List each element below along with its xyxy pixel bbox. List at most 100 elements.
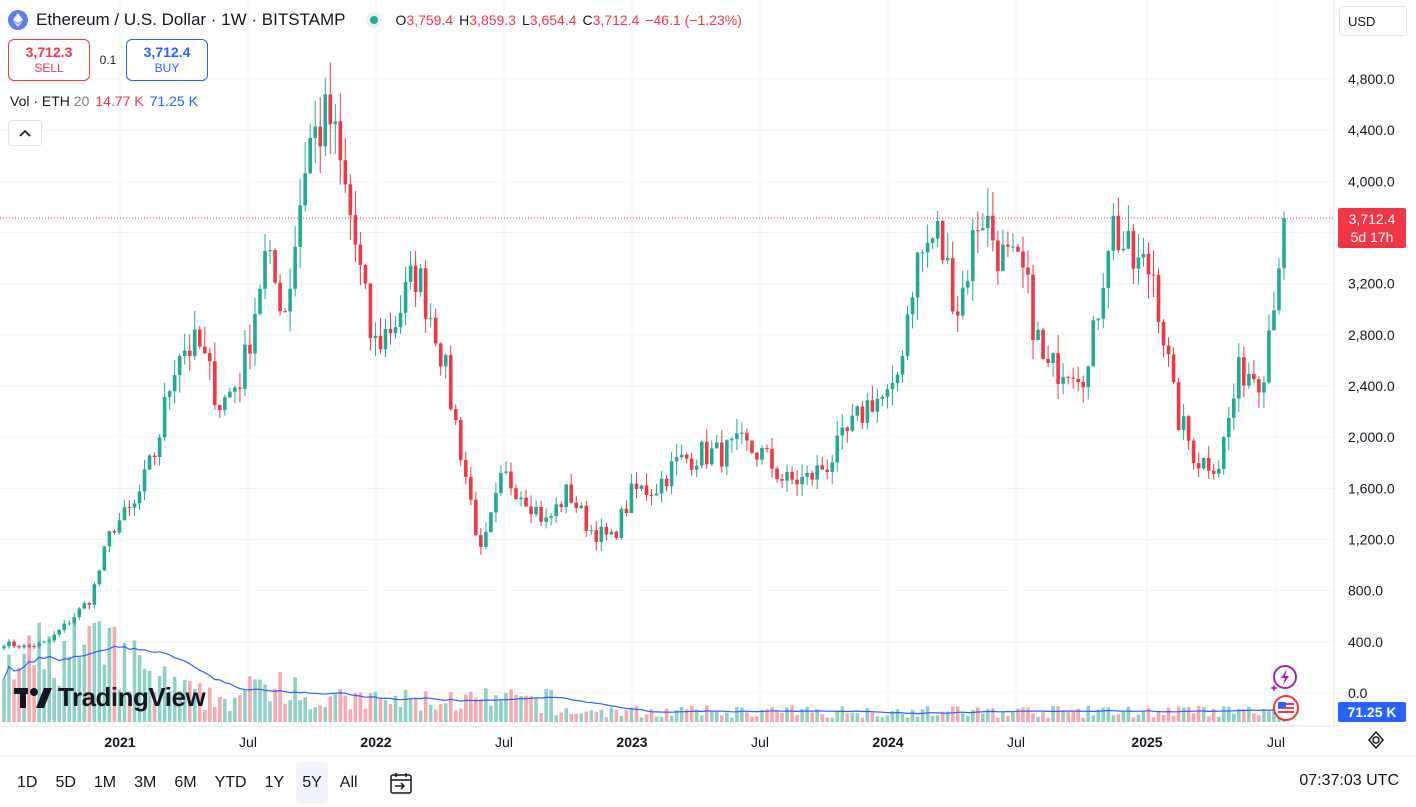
volume-bar	[1111, 715, 1116, 722]
volume-bar	[830, 717, 835, 722]
symbol-title[interactable]: Ethereum / U.S. Dollar · 1W · BITSTAMP	[36, 10, 346, 29]
volume-bar	[970, 709, 975, 722]
candle-body	[514, 488, 518, 500]
range-button-1y[interactable]: 1Y	[264, 773, 285, 791]
volume-bar	[910, 709, 915, 722]
candle-body	[740, 432, 744, 434]
volume-bar	[474, 697, 478, 722]
range-button-5d[interactable]: 5D	[55, 773, 76, 791]
volume-bar	[1071, 710, 1075, 722]
volume-bar	[348, 709, 353, 722]
candle-body	[584, 505, 589, 531]
volume-bar	[1151, 717, 1156, 722]
volume-bar	[654, 716, 659, 722]
volume-bar	[559, 712, 563, 722]
volume-bar	[775, 711, 779, 722]
volume-bar	[1171, 715, 1176, 722]
y-tick-label: 2,000.0	[1348, 429, 1395, 445]
candle-body	[504, 471, 508, 473]
flash-icon[interactable]	[1270, 662, 1300, 692]
volume-bar	[780, 712, 784, 722]
tradingview-logo[interactable]: TradingView	[14, 682, 206, 713]
volume-bar	[845, 713, 850, 722]
volume-bar	[519, 696, 523, 722]
candle-body	[484, 531, 488, 547]
volume-bar	[333, 692, 338, 722]
go-to-date-button[interactable]	[388, 770, 414, 796]
volume-bar	[1011, 711, 1015, 722]
range-button-all[interactable]: All	[339, 773, 358, 791]
candle-body	[228, 391, 232, 398]
sell-button[interactable]: 3,712.3 SELL	[8, 39, 90, 81]
volume-bar	[489, 705, 493, 722]
candle-body	[1111, 215, 1116, 251]
x-tick-label: 2025	[1131, 734, 1162, 750]
currency-selector[interactable]: USD	[1339, 6, 1407, 36]
candle-body	[147, 455, 152, 470]
range-button-1d[interactable]: 1D	[17, 773, 38, 791]
buy-button[interactable]: 3,712.4 BUY	[126, 39, 208, 81]
bottom-toolbar: 1D 5D 1M 3M 6M YTD 1Y 5Y All 07:37:03 UTC	[0, 758, 1416, 807]
candle-body	[549, 516, 553, 518]
y-tick-label: 2,800.0	[1348, 327, 1395, 343]
volume-bar	[960, 713, 965, 722]
volume-bar	[499, 700, 503, 722]
volume-bar	[1262, 709, 1266, 722]
candle-body	[569, 484, 574, 503]
candle-body	[348, 184, 353, 216]
volume-bar	[1061, 710, 1065, 722]
candle-body	[32, 646, 36, 648]
volume-bar	[720, 715, 724, 722]
symbol-header: Ethereum / U.S. Dollar · 1W · BITSTAMP O…	[8, 8, 742, 32]
candle-body	[1277, 268, 1281, 311]
utc-clock[interactable]: 07:37:03 UTC	[1299, 772, 1399, 789]
candle-body	[669, 461, 674, 487]
volume-bar	[202, 710, 207, 722]
y-tick-label: 4,000.0	[1348, 173, 1395, 189]
candle-body	[840, 427, 845, 436]
candle-body	[1086, 366, 1091, 388]
y-tick-label: 400.0	[1348, 634, 1383, 650]
y-tick-label: 2,400.0	[1348, 378, 1395, 394]
candle-body	[202, 346, 207, 354]
y-tick-label: 3,200.0	[1348, 276, 1395, 292]
volume-bar	[278, 671, 282, 722]
market-open-icon	[365, 12, 382, 28]
range-button-ytd[interactable]: YTD	[214, 773, 247, 791]
range-button-1m[interactable]: 1M	[93, 773, 117, 791]
volume-bar	[122, 642, 127, 722]
volume-bar	[228, 710, 232, 722]
candle-body	[860, 406, 865, 423]
volume-bar	[900, 714, 905, 722]
candle-body	[539, 506, 543, 522]
settings-icon[interactable]	[1366, 730, 1386, 750]
range-button-3m[interactable]: 3M	[134, 773, 157, 791]
candle-body	[1262, 382, 1266, 393]
volume-bar	[976, 707, 980, 722]
collapse-legend-button[interactable]	[8, 120, 42, 146]
candle-body	[825, 469, 830, 472]
candle-body	[765, 447, 769, 449]
volume-legend[interactable]: Vol · ETH 20 14.77 K 71.25 K	[10, 93, 198, 109]
candle-body	[730, 439, 734, 441]
candle-body	[920, 252, 925, 254]
us-flag-icon[interactable]	[1272, 694, 1300, 722]
candle-body	[127, 507, 132, 509]
candle-body	[152, 455, 157, 458]
candle-body	[589, 530, 594, 532]
volume-bar	[825, 717, 830, 722]
candle-body	[885, 389, 890, 397]
range-button-6m[interactable]: 6M	[174, 773, 197, 791]
candle-body	[172, 375, 177, 392]
candle-body	[519, 497, 523, 500]
candle-body	[162, 397, 167, 438]
range-button-5y[interactable]: 5Y	[296, 761, 328, 804]
candle-body	[343, 160, 348, 185]
candle-body	[2, 646, 6, 649]
candle-body	[448, 355, 453, 410]
volume-bar	[880, 717, 885, 722]
volume-bar	[704, 705, 709, 722]
candle-body	[880, 396, 885, 399]
candle-body	[248, 344, 252, 354]
